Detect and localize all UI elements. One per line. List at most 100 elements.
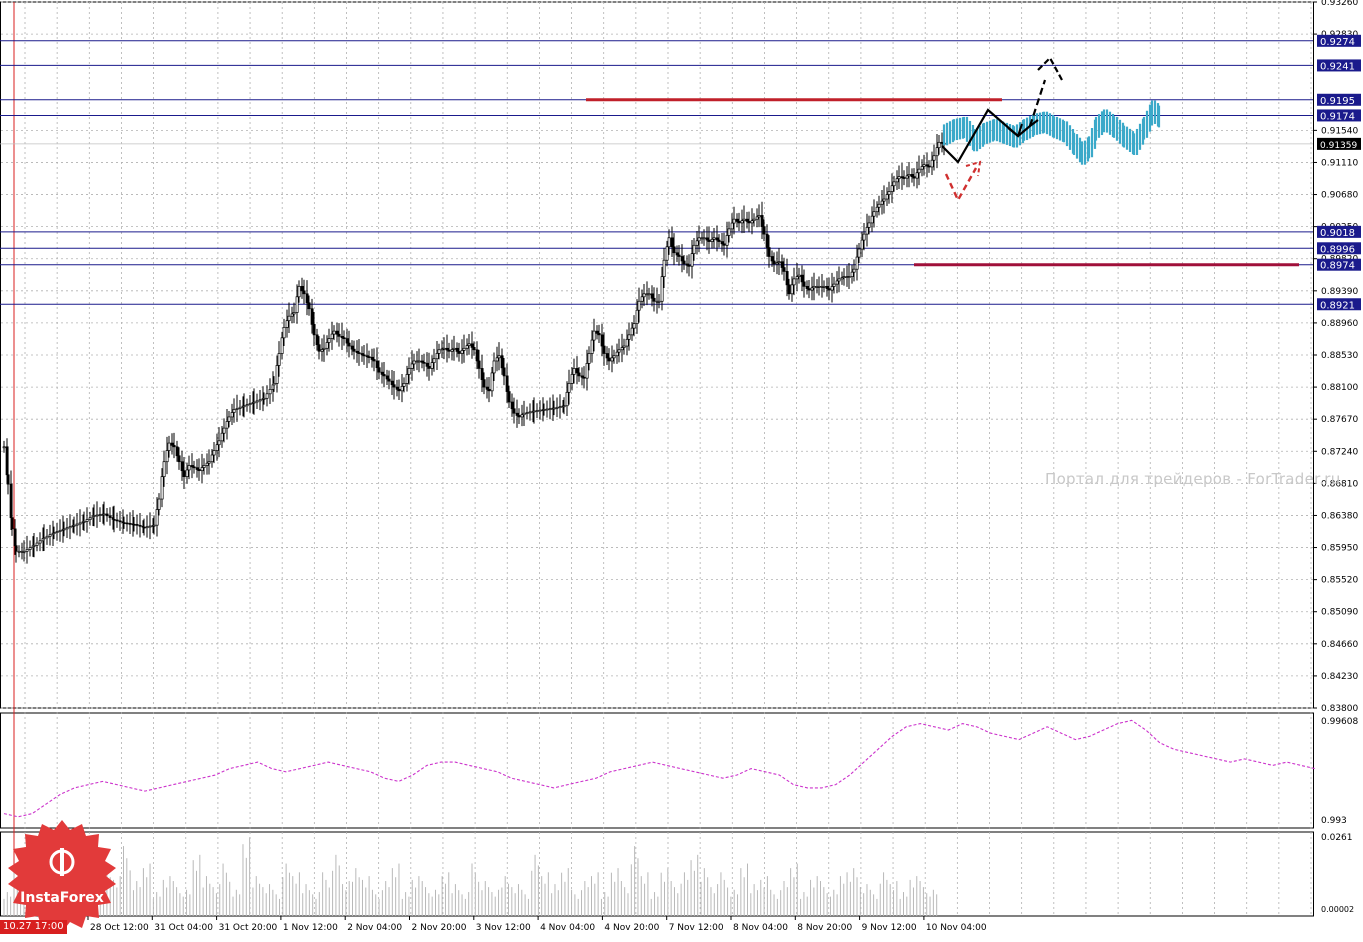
candle-body <box>138 524 142 527</box>
candle-body <box>258 399 262 402</box>
level-price-label: 0.9274 <box>1320 37 1355 48</box>
candle-body <box>92 515 96 517</box>
candle-body <box>625 338 629 347</box>
candle-body <box>872 211 876 217</box>
candle-body <box>377 367 381 373</box>
candle-body <box>255 400 259 403</box>
candle-body <box>455 347 459 352</box>
candle-body <box>405 374 409 384</box>
candle-body <box>172 444 176 448</box>
candle-body <box>725 235 729 246</box>
candle-body <box>902 177 906 179</box>
candle-body <box>380 371 384 375</box>
x-tick-label: 31 Oct 04:00 <box>154 923 213 933</box>
candle-body <box>285 320 289 328</box>
candle-body <box>797 274 801 277</box>
candle-body <box>322 347 326 350</box>
candle-body <box>605 353 609 359</box>
candle-body <box>305 293 309 304</box>
candle-body <box>525 412 529 414</box>
candle-body <box>847 276 851 278</box>
candle-body <box>300 285 304 292</box>
candle-body <box>500 355 504 369</box>
candle-body <box>347 342 351 347</box>
candle-body <box>32 544 36 547</box>
candle-body <box>552 407 556 410</box>
candle-body <box>357 352 361 354</box>
candle-body <box>737 221 741 224</box>
candle-body <box>882 198 886 202</box>
instaforex-logo: InstaForex <box>4 818 120 932</box>
candle-body <box>187 465 191 471</box>
candle-body <box>592 330 596 341</box>
candle-body <box>497 355 501 359</box>
candle-body <box>615 351 619 357</box>
candle-body <box>637 300 641 311</box>
candle-body <box>382 374 386 377</box>
candle-body <box>435 353 439 360</box>
candle-body <box>330 333 334 339</box>
candle-body <box>315 334 319 346</box>
candle-body <box>647 293 651 296</box>
candle-body <box>372 359 376 362</box>
candle-body <box>607 357 611 362</box>
candle-body <box>102 513 106 516</box>
candle-body <box>777 261 781 264</box>
candle-body <box>48 534 52 537</box>
candle-body <box>555 406 559 409</box>
candle-body <box>807 288 811 291</box>
candle-body <box>280 337 284 354</box>
candle-body <box>712 237 716 240</box>
candle-body <box>730 222 734 230</box>
candle-body <box>850 271 854 277</box>
candle-body <box>2 446 6 449</box>
projection-arrow-head <box>1037 56 1063 81</box>
pullback-arrow-head <box>965 160 982 177</box>
candle-body <box>510 401 514 410</box>
candle-body <box>65 527 69 530</box>
level-price-badge <box>1317 109 1361 122</box>
candle-body <box>45 535 49 539</box>
candle-body <box>875 206 879 213</box>
y-tick-label: 0.88530 <box>1321 351 1358 361</box>
candle-body <box>340 335 344 339</box>
candle-body <box>252 401 256 404</box>
candle-body <box>865 227 869 235</box>
x-tick-label: 9 Nov 12:00 <box>862 923 917 933</box>
candle-body <box>148 525 152 528</box>
x-tick-label: 8 Nov 04:00 <box>733 923 788 933</box>
candle-body <box>392 384 396 388</box>
candle-body <box>417 360 421 363</box>
candle-body <box>462 347 466 351</box>
candle-body <box>427 365 431 369</box>
candle-body <box>157 498 161 510</box>
candle-body <box>920 166 924 170</box>
y-tick-label: 0.85520 <box>1321 576 1358 586</box>
candle-body <box>535 410 539 412</box>
y-tick-label: 0.90680 <box>1321 191 1358 201</box>
candle-body <box>837 278 841 282</box>
level-price-label: 0.9174 <box>1320 111 1355 122</box>
candle-body <box>272 383 276 386</box>
pullback-arrow <box>944 167 978 203</box>
candle-body <box>197 469 201 472</box>
x-tick-label: 2 Nov 20:00 <box>412 923 467 933</box>
candle-body <box>238 406 242 409</box>
y-tick-label: 0.89390 <box>1321 287 1358 297</box>
candle-body <box>282 327 286 339</box>
candle-body <box>222 427 226 434</box>
candle-body <box>412 360 416 365</box>
candle-body <box>565 391 569 407</box>
candle-body <box>292 312 296 315</box>
level-price-badge <box>1317 225 1361 238</box>
candle-body <box>68 526 72 529</box>
level-price-badge <box>1317 34 1361 47</box>
candle-body <box>465 345 469 349</box>
candle-body <box>155 509 159 526</box>
candle-body <box>825 285 829 289</box>
candle-body <box>152 524 156 527</box>
level-price-badge <box>1317 258 1361 271</box>
candle-body <box>597 333 601 336</box>
candle-body <box>115 519 119 522</box>
candle-body <box>650 293 654 299</box>
